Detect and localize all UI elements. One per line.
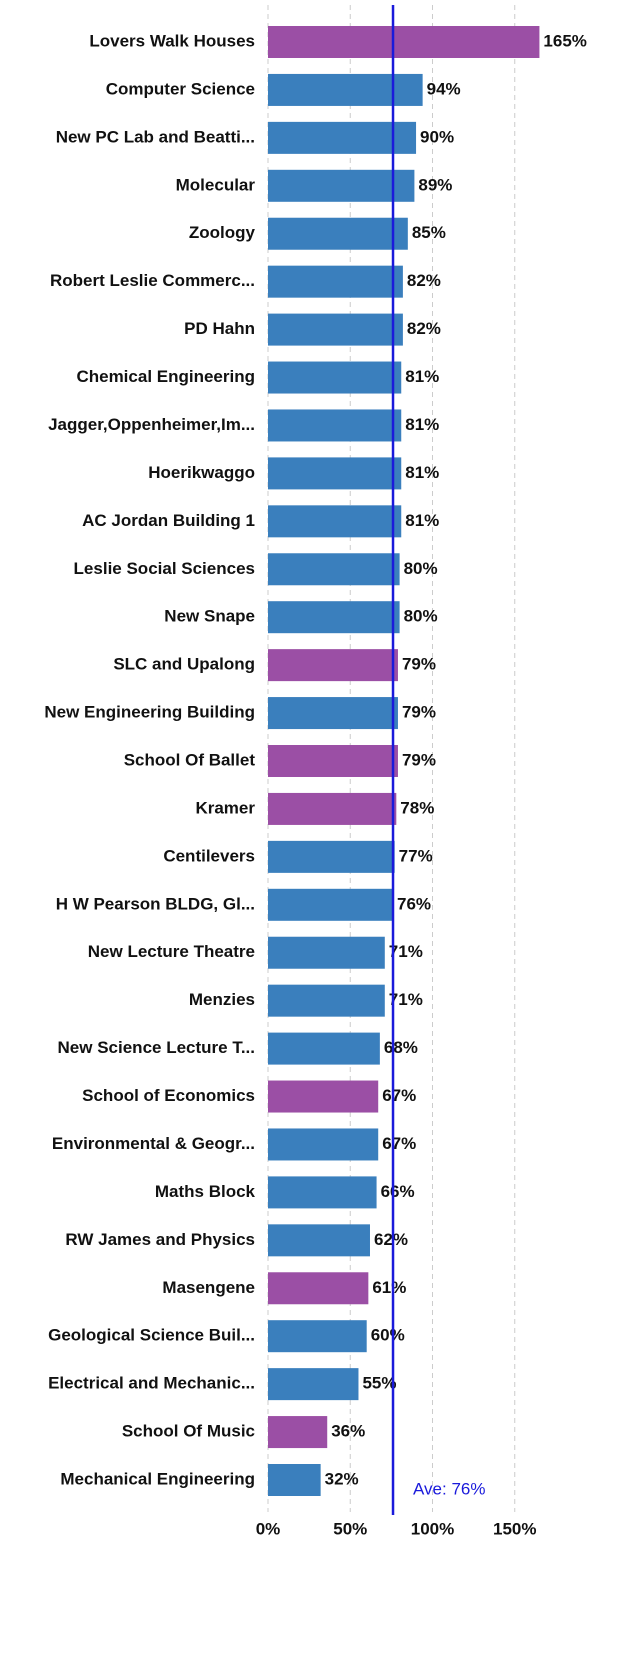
y-tick-label: Environmental & Geogr...	[52, 1134, 255, 1153]
y-tick-label: Hoerikwaggo	[148, 463, 255, 482]
value-label: 77%	[399, 846, 433, 865]
bar	[268, 601, 400, 634]
bar	[268, 1368, 359, 1401]
bar	[268, 984, 385, 1017]
value-label: 81%	[405, 415, 439, 434]
bar	[268, 792, 397, 825]
y-tick-label: Masengene	[162, 1278, 255, 1297]
value-label: 80%	[404, 559, 438, 578]
value-label: 67%	[382, 1134, 416, 1153]
bar	[268, 457, 402, 490]
y-tick-label: H W Pearson BLDG, Gl...	[56, 894, 255, 913]
bar	[268, 649, 398, 682]
value-label: 165%	[543, 31, 586, 50]
value-label: 79%	[402, 655, 436, 674]
value-label: 60%	[371, 1326, 405, 1345]
y-tick-label: Kramer	[195, 798, 255, 817]
bar	[268, 217, 408, 250]
value-label: 62%	[374, 1230, 408, 1249]
y-tick-label: Molecular	[176, 175, 256, 194]
y-tick-label: Centilevers	[163, 846, 255, 865]
value-label: 36%	[331, 1422, 365, 1441]
value-label: 71%	[389, 990, 423, 1009]
y-tick-label: Chemical Engineering	[76, 367, 255, 386]
value-label: 85%	[412, 223, 446, 242]
bar	[268, 1464, 321, 1496]
y-tick-label: School Of Ballet	[124, 750, 256, 769]
bar	[268, 1416, 328, 1449]
bar	[268, 361, 402, 394]
y-tick-label: Maths Block	[155, 1182, 256, 1201]
value-label: 81%	[405, 511, 439, 530]
bar	[268, 1320, 367, 1353]
value-label: 89%	[418, 175, 452, 194]
bar	[268, 745, 398, 777]
x-tick-label: 150%	[493, 1519, 536, 1538]
y-tick-label: Electrical and Mechanic...	[48, 1374, 255, 1393]
y-tick-label: New PC Lab and Beatti...	[56, 127, 255, 146]
x-tick-label: 0%	[256, 1519, 281, 1538]
y-tick-label: RW James and Physics	[65, 1230, 255, 1249]
value-label: 94%	[427, 79, 461, 98]
value-label: 81%	[405, 367, 439, 386]
y-tick-label: PD Hahn	[184, 319, 255, 338]
y-tick-label: New Snape	[164, 607, 255, 626]
x-tick-label: 50%	[333, 1519, 367, 1538]
average-label: Ave: 76%	[413, 1479, 485, 1498]
bar	[268, 409, 402, 442]
y-tick-label: Zoology	[189, 223, 256, 242]
y-tick-label: New Lecture Theatre	[88, 942, 255, 961]
bar	[268, 697, 398, 730]
bar	[268, 1224, 370, 1257]
x-tick-label: 100%	[411, 1519, 454, 1538]
y-tick-label: Computer Science	[106, 79, 255, 98]
value-label: 68%	[384, 1038, 418, 1057]
bar	[268, 73, 423, 106]
value-label: 90%	[420, 127, 454, 146]
bar	[268, 1176, 377, 1209]
y-tick-label: AC Jordan Building 1	[82, 511, 255, 530]
value-label: 66%	[381, 1182, 415, 1201]
value-label: 81%	[405, 463, 439, 482]
bar	[268, 840, 395, 873]
y-tick-label: Robert Leslie Commerc...	[50, 271, 255, 290]
bar	[268, 936, 385, 969]
value-label: 67%	[382, 1086, 416, 1105]
value-label: 79%	[402, 703, 436, 722]
bar	[268, 1272, 369, 1305]
y-tick-label: School Of Music	[122, 1422, 255, 1441]
y-tick-label: Geological Science Buil...	[48, 1326, 255, 1345]
y-tick-label: Leslie Social Sciences	[74, 559, 255, 578]
value-label: 76%	[397, 894, 431, 913]
y-tick-label: School of Economics	[82, 1086, 255, 1105]
value-label: 79%	[402, 750, 436, 769]
y-tick-label: Mechanical Engineering	[60, 1469, 255, 1488]
bar	[268, 26, 540, 58]
bar	[268, 553, 400, 586]
bar	[268, 169, 415, 202]
value-label: 78%	[400, 798, 434, 817]
bar	[268, 505, 402, 538]
y-tick-label: New Science Lecture T...	[58, 1038, 255, 1057]
y-tick-label: SLC and Upalong	[113, 655, 255, 674]
value-label: 71%	[389, 942, 423, 961]
y-tick-label: Menzies	[189, 990, 255, 1009]
value-label: 32%	[325, 1469, 359, 1488]
value-label: 82%	[407, 271, 441, 290]
y-tick-label: New Engineering Building	[44, 703, 255, 722]
value-label: 61%	[372, 1278, 406, 1297]
bar	[268, 1128, 379, 1161]
value-label: 55%	[362, 1374, 396, 1393]
bar	[268, 1032, 380, 1065]
bar	[268, 1080, 379, 1113]
value-label: 82%	[407, 319, 441, 338]
y-tick-label: Lovers Walk Houses	[89, 31, 255, 50]
bar	[268, 888, 394, 921]
bar	[268, 265, 403, 298]
bar	[268, 313, 403, 346]
value-label: 80%	[404, 607, 438, 626]
y-tick-label: Jagger,Oppenheimer,Im...	[48, 415, 255, 434]
bar	[268, 121, 417, 154]
